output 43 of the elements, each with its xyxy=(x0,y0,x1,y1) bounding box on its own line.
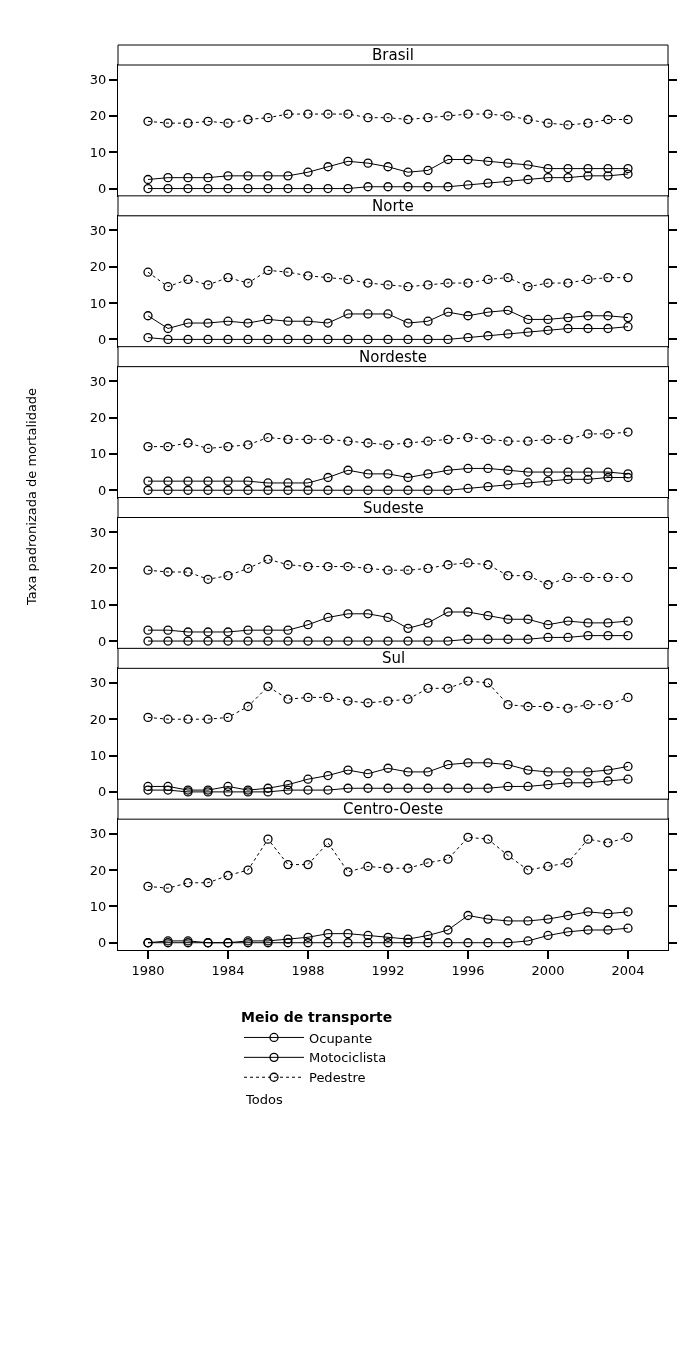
chart-title: Norte xyxy=(372,197,414,215)
x-tick-label: 1988 xyxy=(291,962,325,978)
chart-title: Brasil xyxy=(372,46,414,64)
y-tick-label: 30 xyxy=(89,373,107,389)
y-tick-label: 10 xyxy=(89,898,107,914)
y-tick-label: 30 xyxy=(89,524,107,540)
x-tick-label: 1984 xyxy=(211,962,245,978)
y-tick-label: 10 xyxy=(89,144,107,160)
y-tick-label: 10 xyxy=(89,295,107,311)
text: Todos xyxy=(245,1092,283,1107)
x-tick-label: 1992 xyxy=(371,962,405,978)
y-tick-label: 10 xyxy=(89,446,107,462)
x-tick-label: 1980 xyxy=(131,962,165,978)
y-tick-label: 10 xyxy=(89,597,107,613)
y-tick-label: 0 xyxy=(98,482,107,498)
y-tick-label: 20 xyxy=(89,108,107,124)
y-tick-label: 20 xyxy=(89,410,107,426)
legend-label: Motociclista xyxy=(309,1050,387,1066)
y-axis-title: Taxa padronizada de mortalidade xyxy=(24,387,39,606)
chart-title: Nordeste xyxy=(359,348,427,366)
y-tick-label: 30 xyxy=(89,826,107,842)
y-tick-label: 0 xyxy=(98,181,107,197)
x-tick-label: 2000 xyxy=(531,962,565,978)
y-tick-label: 0 xyxy=(98,633,107,649)
y-tick-label: 30 xyxy=(89,222,107,238)
y-tick-label: 30 xyxy=(89,72,107,88)
y-tick-label: 30 xyxy=(89,675,107,691)
y-tick-label: 20 xyxy=(89,560,107,576)
y-tick-label: 0 xyxy=(98,331,107,347)
chart-title: Sul xyxy=(382,649,406,667)
y-tick-label: 20 xyxy=(89,711,107,727)
chart-title: Centro-Oeste xyxy=(343,800,444,818)
y-tick-label: 20 xyxy=(89,862,107,878)
y-tick-label: 0 xyxy=(98,935,107,951)
y-tick-label: 20 xyxy=(89,259,107,275)
x-tick-label: 1996 xyxy=(451,962,485,978)
legend-label: Pedestre xyxy=(309,1070,366,1086)
y-tick-label: 10 xyxy=(89,748,107,764)
legend-title: Meio de transporte xyxy=(241,1009,393,1026)
y-tick-label: 0 xyxy=(98,784,107,800)
x-tick-label: 2004 xyxy=(611,962,645,978)
legend-label: Ocupante xyxy=(309,1030,373,1046)
chart-title: Sudeste xyxy=(363,499,424,517)
